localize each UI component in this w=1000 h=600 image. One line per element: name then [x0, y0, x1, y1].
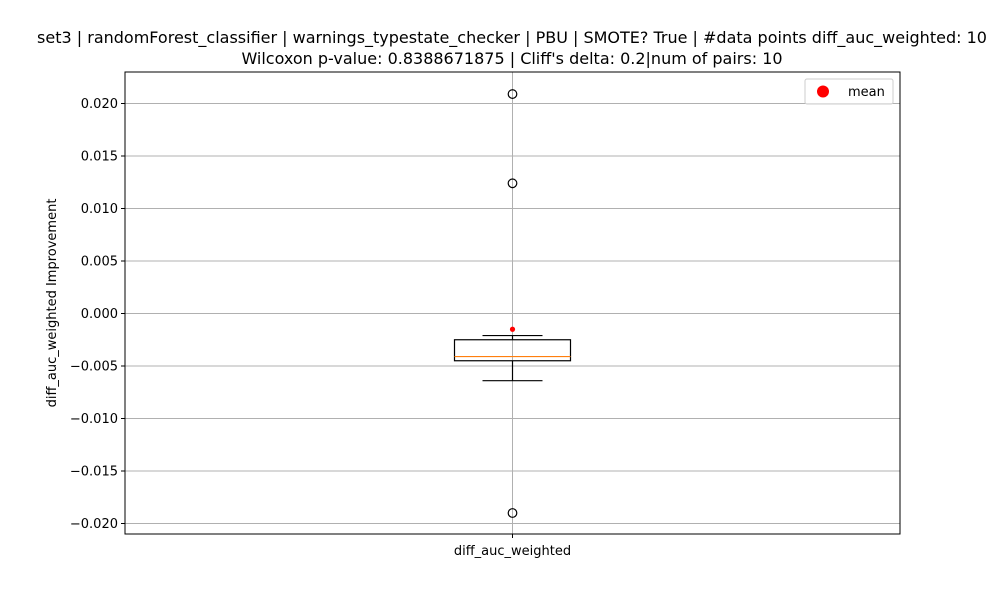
interquartile-box	[453, 339, 572, 362]
legend: mean	[804, 78, 894, 105]
outlier-point	[507, 89, 518, 99]
legend-mean-marker	[817, 85, 829, 98]
y-tick-label: 0.005	[81, 255, 118, 270]
mean-marker	[509, 326, 516, 332]
y-tick-label: 0.010	[81, 202, 118, 217]
y-tick-label: 0.015	[81, 150, 118, 165]
x-axis-ticks: diff_auc_weighted	[454, 534, 571, 559]
outlier-point	[507, 178, 518, 189]
y-axis-ticks: −0.020 −0.015 −0.010 −0.005 0.000 0.005 0.010 0…	[70, 97, 125, 532]
grid-lines	[125, 72, 900, 534]
legend-mean-label: mean	[848, 85, 885, 100]
plot-area-frame	[124, 71, 901, 535]
y-tick-label: −0.020	[70, 517, 118, 532]
y-tick-label: −0.015	[70, 465, 118, 480]
box-plot	[453, 89, 572, 518]
y-tick-label: 0.020	[81, 97, 118, 112]
chart-title-line-1: set3 | randomForest_classifier | warning…	[37, 28, 987, 48]
chart-title-line-2: Wilcoxon p-value: 0.8388671875 | Cliff's…	[241, 49, 782, 68]
y-tick-label: −0.005	[70, 360, 118, 375]
outlier-point	[507, 508, 518, 518]
y-tick-label: 0.000	[81, 307, 118, 322]
legend-frame	[804, 78, 894, 105]
y-axis-label: diff_auc_weighted Improvement	[45, 199, 60, 408]
x-tick-label: diff_auc_weighted	[454, 544, 571, 559]
y-tick-label: −0.010	[70, 412, 118, 427]
